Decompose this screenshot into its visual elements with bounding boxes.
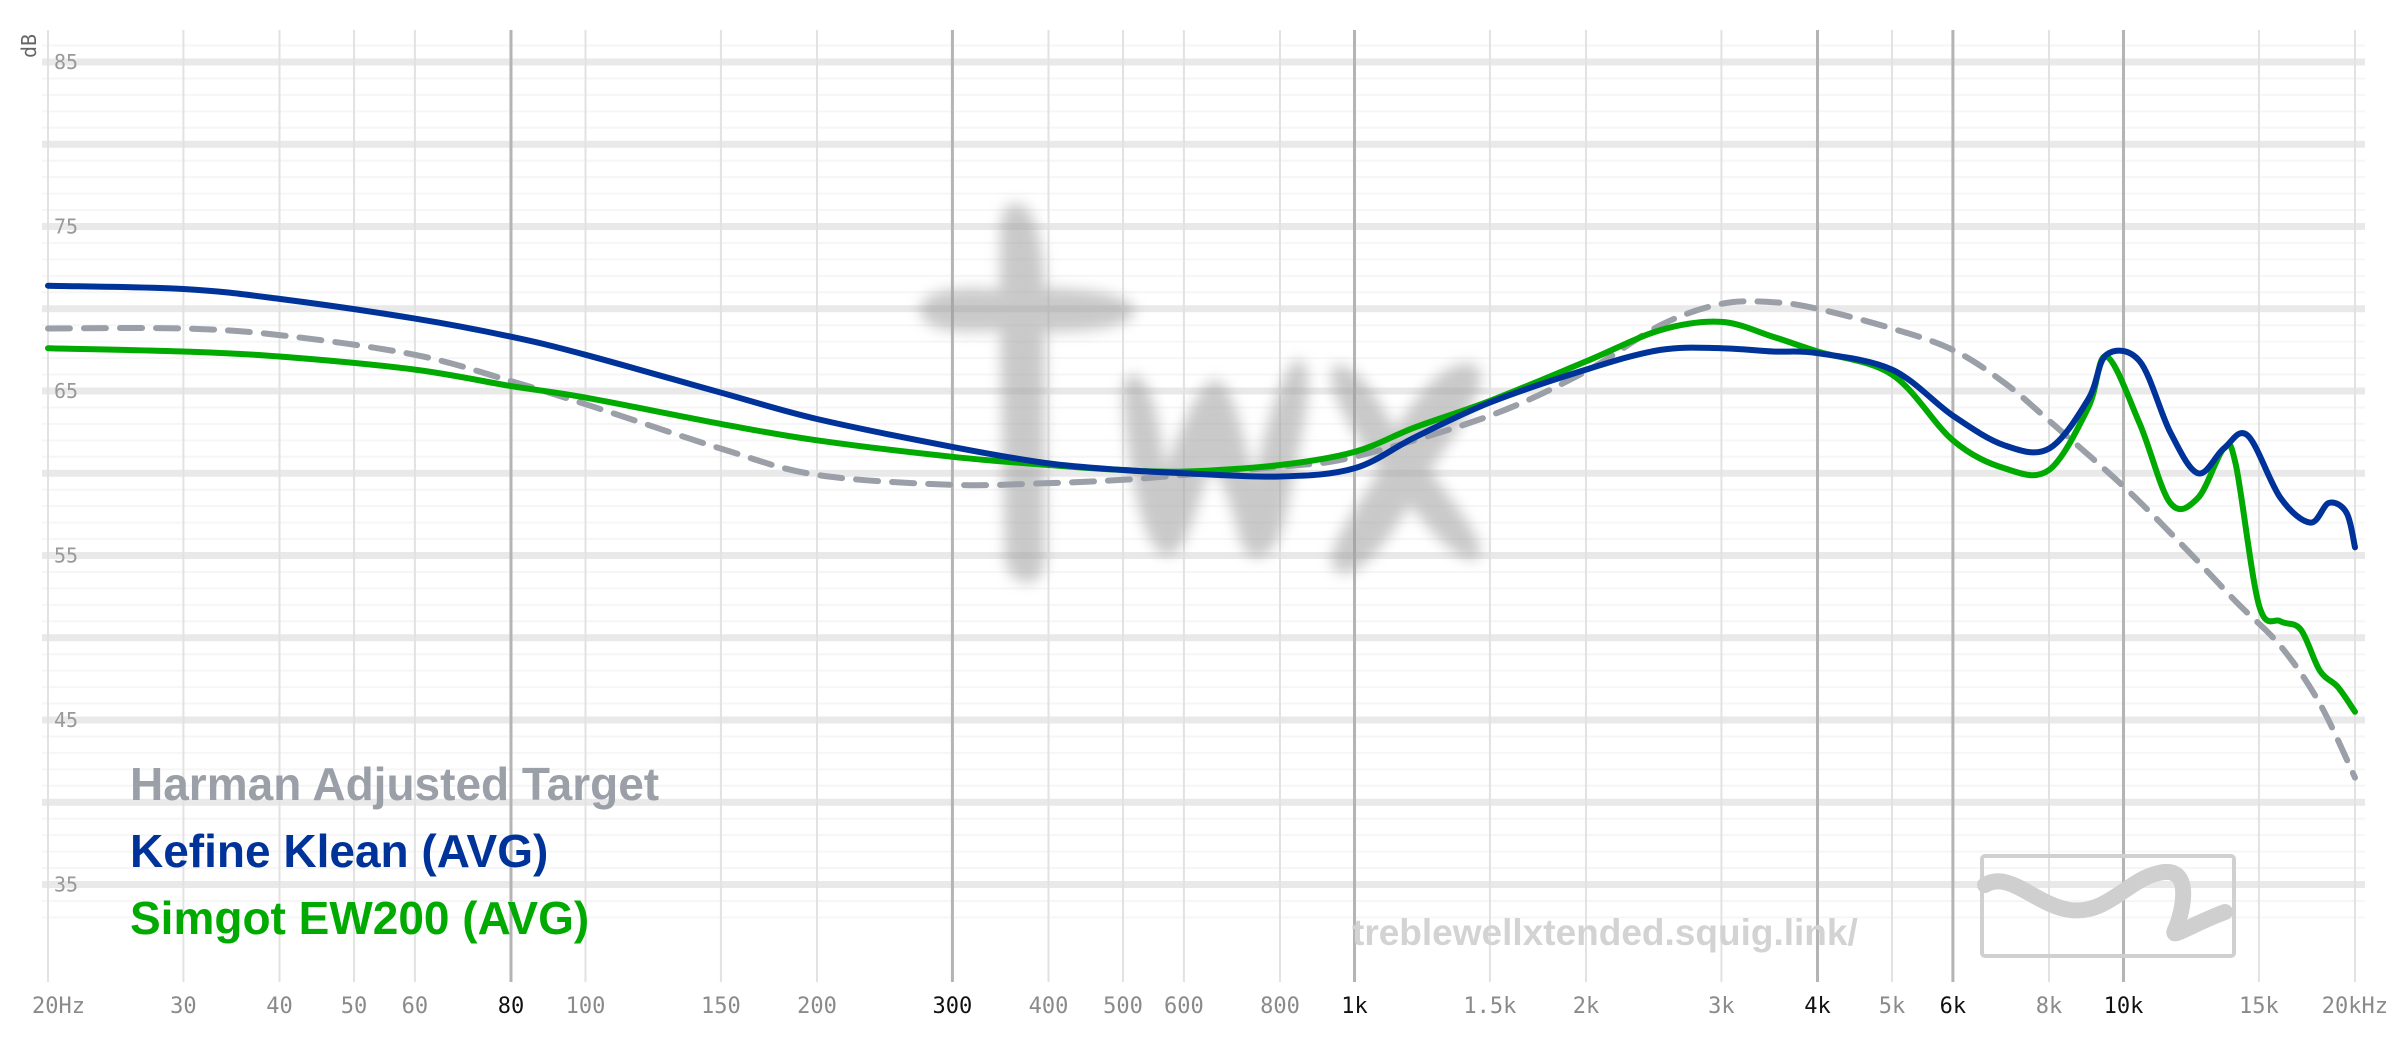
x-tick-label: 6k — [1940, 994, 1967, 1019]
squiglink-logo — [1977, 854, 2236, 958]
x-axis-tick-labels: 20Hz 30 40 50 60 80 100 150 200 300 400 500 600 800 1k… — [32, 994, 2388, 1019]
x-tick-label: 4k — [1804, 994, 1831, 1019]
horizontal-gridlines — [42, 44, 2365, 919]
x-tick-label: 1.5k — [1463, 994, 1516, 1019]
legend-item[interactable]: Harman Adjusted Target — [130, 758, 659, 810]
y-tick-label: 35 — [54, 873, 78, 897]
vertical-gridlines — [47, 30, 2356, 982]
x-tick-label: 50 — [341, 994, 368, 1019]
legend-item[interactable]: Kefine Klean (AVG) — [130, 825, 548, 877]
x-tick-label: 8k — [2036, 994, 2063, 1019]
x-tick-label: 800 — [1260, 994, 1300, 1019]
x-tick-label: 40 — [266, 994, 293, 1019]
y-tick-label: 65 — [54, 379, 78, 403]
curves-group — [45, 282, 2358, 781]
legend-item[interactable]: Simgot EW200 (AVG) — [130, 892, 589, 944]
legend: Harman Adjusted Target Kefine Klean (AVG)… — [130, 758, 659, 944]
y-tick-label: 85 — [54, 50, 78, 74]
x-tick-label: 1k — [1341, 994, 1368, 1019]
x-tick-label: 5k — [1879, 994, 1906, 1019]
series-line-kefine-klean-avg — [45, 282, 2358, 551]
x-tick-label: 200 — [797, 994, 837, 1019]
x-tick-label: 80 — [498, 994, 525, 1019]
x-tick-label: 2k — [1573, 994, 1600, 1019]
y-axis-label: dB — [17, 34, 41, 58]
site-url-watermark: treblewellxtended.squig.link/ — [1352, 912, 1858, 953]
x-tick-label: 400 — [1029, 994, 1069, 1019]
x-tick-label: 500 — [1103, 994, 1143, 1019]
x-tick-label: 600 — [1164, 994, 1204, 1019]
x-tick-label: 30 — [170, 994, 197, 1019]
x-tick-label: 20kHz — [2322, 994, 2388, 1019]
x-tick-label: 60 — [402, 994, 429, 1019]
x-tick-label: 300 — [933, 994, 973, 1019]
x-tick-label: 20Hz — [32, 994, 85, 1019]
y-tick-label: 45 — [54, 708, 78, 732]
y-tick-label: 75 — [54, 215, 78, 239]
x-tick-label: 15k — [2239, 994, 2279, 1019]
y-tick-label: 55 — [54, 544, 78, 568]
x-tick-label: 10k — [2104, 994, 2144, 1019]
y-axis-tick-labels: 85 75 65 55 45 35 — [54, 50, 78, 897]
x-tick-label: 100 — [566, 994, 606, 1019]
x-tick-label: 150 — [701, 994, 741, 1019]
x-tick-label: 3k — [1708, 994, 1735, 1019]
